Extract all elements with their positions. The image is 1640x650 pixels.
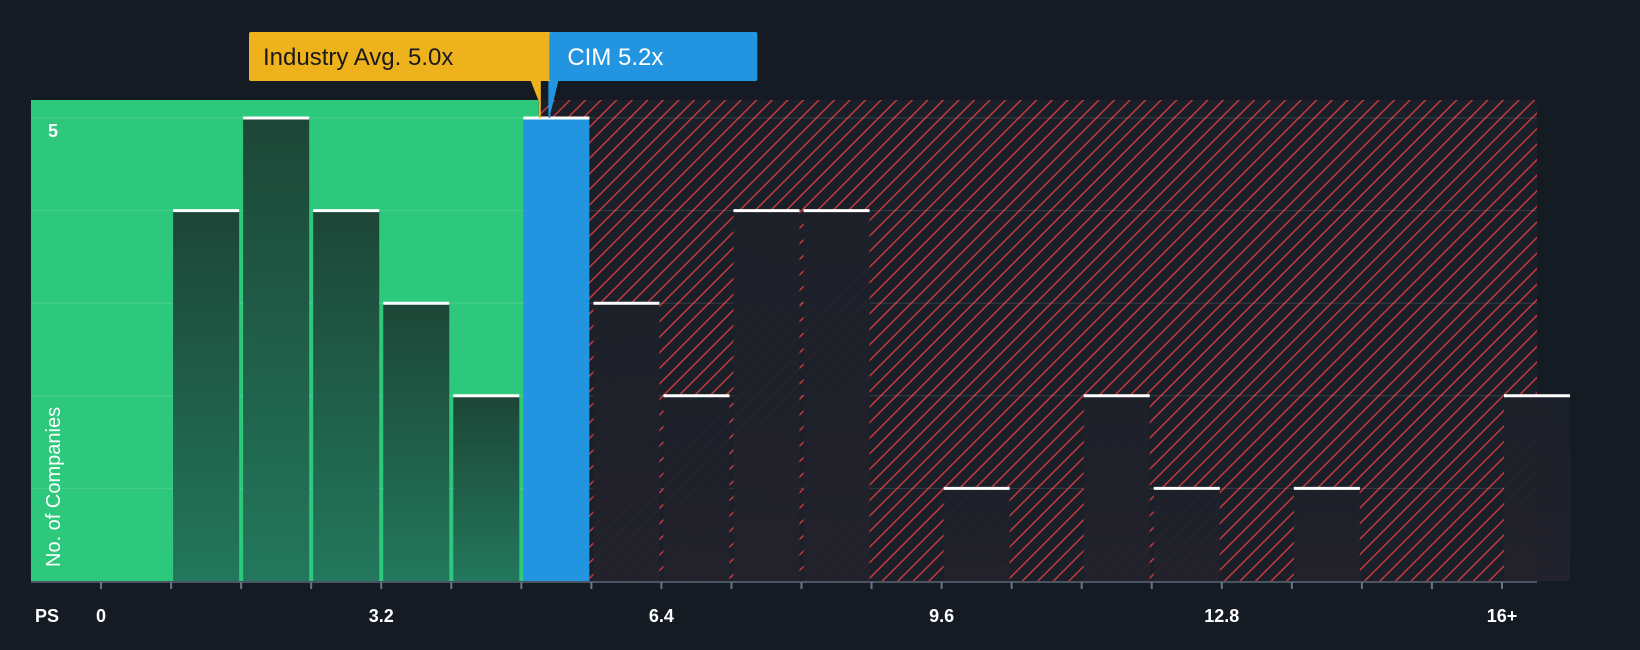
y-tick-label: 5	[48, 121, 58, 141]
x-tick-label: 0	[96, 606, 106, 626]
x-tick-label: 12.8	[1204, 606, 1239, 626]
highlight-bar	[523, 118, 590, 581]
y-axis-label: No. of Companies	[43, 407, 65, 567]
x-axis-ticks: 0 3.2 6.4 9.6 12.8 16+	[96, 582, 1517, 626]
company-ps-pointer	[549, 81, 559, 118]
histogram-bar	[453, 395, 520, 581]
x-tick-label: 16+	[1487, 606, 1518, 626]
histogram-bar	[1293, 488, 1360, 581]
x-tick-label: 3.2	[369, 606, 394, 626]
histogram-bar	[803, 210, 870, 581]
x-axis-prefix: PS	[35, 606, 59, 626]
industry-average-callout: Industry Avg. 5.0x	[249, 32, 554, 118]
histogram-bar	[593, 303, 660, 581]
x-tick-label: 6.4	[649, 606, 674, 626]
x-tick-label: 9.6	[929, 606, 954, 626]
histogram-bars	[173, 116, 1571, 581]
company-ps-callout: CIM 5.2x	[548, 32, 758, 118]
histogram-bar	[1083, 395, 1150, 581]
industry-average-box	[249, 32, 554, 81]
histogram-bar	[943, 488, 1010, 581]
company-ps-label: CIM 5.2x	[567, 44, 663, 71]
histogram-bar	[243, 118, 310, 581]
histogram-bar	[313, 210, 380, 581]
histogram-bar	[1153, 488, 1220, 581]
histogram-bar	[1503, 395, 1571, 581]
industry-average-pointer	[530, 81, 540, 104]
histogram-bar	[733, 210, 800, 581]
histogram-bar	[663, 395, 730, 581]
company-ps-box	[549, 32, 758, 81]
histogram-bar	[383, 303, 450, 581]
industry-average-label: Industry Avg. 5.0x	[263, 44, 453, 71]
histogram-bar	[173, 210, 240, 581]
